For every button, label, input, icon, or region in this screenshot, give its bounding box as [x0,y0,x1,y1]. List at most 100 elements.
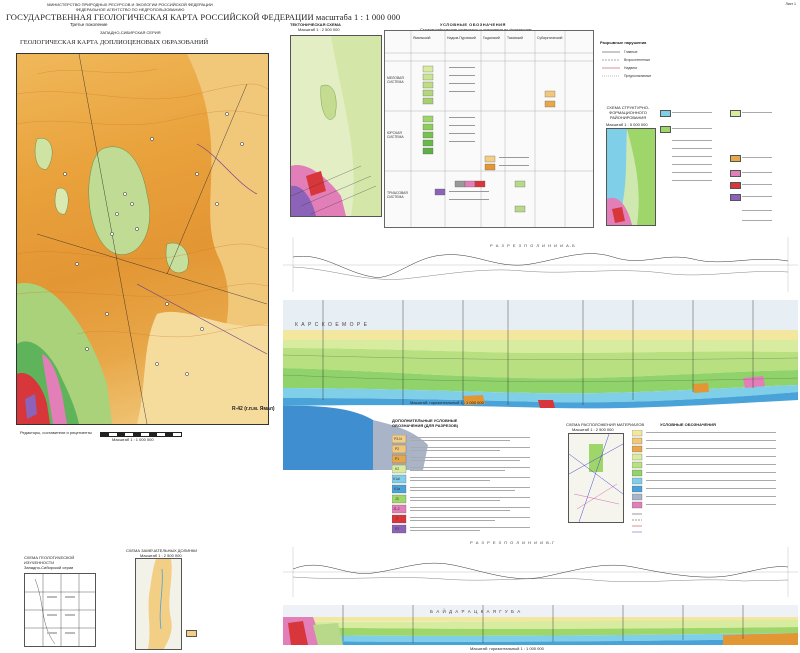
correlation-inset-scale: Масштаб 1 : 2 500 000 [572,427,614,432]
small-green-lens [54,187,69,215]
index-subtitle-line: Западно-Сибирской серии [24,565,74,570]
col-header-2: Надым-Пуровский [447,36,476,40]
section-legend-title: УСЛОВНЫЕ ОБОЗНАЧЕНИЯ [660,422,716,427]
sea-label: К А Р С К О Е М О Р Е [295,322,368,328]
lower-section-canvas [283,605,798,645]
tectonic-inset-scale: Масштаб 1 : 2 500 000 [298,27,340,32]
upper-gravity-profile [283,237,798,292]
generation-subtitle: Третье поколение [70,22,108,27]
southern-sediment-area [137,311,268,424]
upper-section-label: Р А З Р Е З П О Л И Н И И А-Б [490,243,576,248]
fault-legend: Главные Второстепенные Надвиги Предполаг… [600,48,700,108]
system-jurassic: ЮРСКАЯ СИСТЕМА [387,131,404,139]
strat-legend-title: ДОПОЛНИТЕЛЬНЫЕ УСЛОВНЫЕ ОБОЗНАЧЕНИЯ (ДЛЯ… [392,418,459,428]
scale-label: Масштаб 1 : 1 000 000 [112,437,154,442]
swatch-2 [660,126,671,133]
series-label: ЗАПАДНО-СИБИРСКАЯ СЕРИЯ [100,30,161,35]
purple-intrusion [25,394,37,419]
central-green-body [88,146,150,255]
legend-subtitle: Стратиграфические комплексы и отложения … [420,27,532,32]
sheet-label: R-42 (г.п.м. Ямал) [232,406,275,412]
correlation-inset-map[interactable] [568,433,624,523]
legend-grid [385,31,593,227]
index-title-line: СХЕМА ГЕОЛОГИЧЕСКОЙ ИЗУЧЕННОСТИ [24,555,75,565]
tectonic-inset-map[interactable] [290,35,382,217]
bay-label: Б А Й Д А Р А Ц К А Я Г У Б А [430,609,522,614]
fault-item-3: Надвиги [624,66,638,70]
strat-code-3: P1 [395,457,400,461]
system-triassic: ТРИАСОВАЯ СИСТЕМА [387,191,408,199]
legend-table: МЕЛОВАЯ СИСТЕМА ЮРСКАЯ СИСТЕМА ТРИАСОВАЯ… [384,30,594,228]
pink-fold-belt [42,354,67,424]
correlation-inset-title: СХЕМА РАСПОЛОЖЕНИЯ МАТЕРИАЛОВ [566,422,645,427]
deposits-inset-title: СХЕМА ЗАМЕЧАТЕЛЬНЫХ ДОЛИНКИ [126,548,198,553]
col-header-4: Тазовский [507,36,523,40]
fault-legend-symbols [602,51,620,77]
strat-code-5: K1al [393,477,400,481]
scale-bar [100,432,182,437]
index-grid-canvas [25,574,95,646]
swatch-6 [730,182,741,189]
deposits-canvas [148,559,172,649]
upper-section-canvas [282,300,799,470]
agency-line: ФЕДЕРАЛЬНОЕ АГЕНТСТВО ПО НЕДРОПОЛЬЗОВАНИ… [75,7,185,12]
lower-cross-section[interactable] [283,605,798,645]
page-number: Лист 1 [785,2,796,6]
map-title: ГЕОЛОГИЧЕСКАЯ КАРТА ДОПЛИОЦЕНОВЫХ ОБРАЗО… [20,39,209,46]
ministry-header: МИНИСТЕРСТВО ПРИРОДНЫХ РЕСУРСОВ И ЭКОЛОГ… [40,2,220,12]
upper-section-scale: Масштаб: горизонтальный 1 : 1 000 000 [410,400,484,405]
correlation-canvas [569,434,623,522]
map-credits: Редакторы, составители и рецензенты [20,430,260,435]
upper-profile-chart [283,237,798,292]
tectonic-canvas [291,36,381,216]
swatch-4 [730,155,741,162]
main-geological-map[interactable] [16,53,269,425]
strat-code-2: P2 [395,447,400,451]
deposits-inset-map[interactable] [135,558,182,650]
swatch-5 [730,170,741,177]
page-title: ГОСУДАРСТВЕННАЯ ГЕОЛОГИЧЕСКАЯ КАРТА РОСС… [6,12,401,22]
section-legend [631,429,792,540]
credits-line: Редакторы, составители и рецензенты [20,430,92,435]
strat-code-1: P3-N [394,437,402,441]
col-header-5: Субарктический [537,36,563,40]
swatch-7 [730,194,741,201]
lower-section-scale: Масштаб: горизонтальный 1 : 1 000 000 [470,646,544,651]
strat-legend-codes: P3-N P2 P1 K2 K1al K1a J3 J1-2 T PZ [392,435,406,535]
structural-legend [660,110,780,240]
contour-lines [17,68,268,338]
deposits-inset-scale: Масштаб 1 : 2 500 000 [140,553,182,558]
section-legend-swatches [631,429,776,533]
well-markers [63,112,244,376]
fault-item-1: Главные [624,50,638,54]
fault-lines [136,143,268,355]
tectonic-inset-title: ТЕКТОНИЧЕСКАЯ СХЕМА [290,22,341,27]
strat-code-8: J1-2 [393,507,400,511]
structural-inset-title: СХЕМА СТРУКТУРНО-ФОРМАЦИОННОГО РАЙОНИРОВ… [606,105,650,120]
structural-inset-scale: Масштаб 1 : 5 000 000 [606,122,648,127]
fault-legend-title: Разрывные нарушения [600,40,647,45]
strat-legend [391,434,562,535]
strat-code-7: J3 [395,497,399,501]
lower-section-label: Р А З Р Е З П О Л И Н И И В-Г [470,540,556,545]
deposits-swatch [186,630,197,637]
deposits-legend [186,630,216,640]
ministry-line: МИНИСТЕРСТВО ПРИРОДНЫХ РЕСУРСОВ И ЭКОЛОГ… [47,2,213,7]
strat-legend-swatches [391,434,530,534]
west-green-lens [34,137,53,170]
fault-item-2: Второстепенные [624,58,651,62]
fault-item-4: Предполагаемые [624,74,652,78]
east-green-lens [165,242,189,274]
strat-code-10: PZ [395,527,400,531]
col-header-1: Ямальский [413,36,431,40]
structural-inset-map[interactable] [606,128,656,226]
system-cretaceous: МЕЛОВАЯ СИСТЕМА [387,76,404,84]
index-grid-map[interactable] [24,573,96,647]
strat-code-9: T [396,517,399,521]
col-header-3: Гыданский [483,36,500,40]
upper-cross-section[interactable] [282,300,799,470]
strat-code-4: K2 [395,467,400,471]
structural-canvas [607,129,655,225]
main-map-canvas [17,54,268,424]
structural-legend-lines [672,112,772,221]
